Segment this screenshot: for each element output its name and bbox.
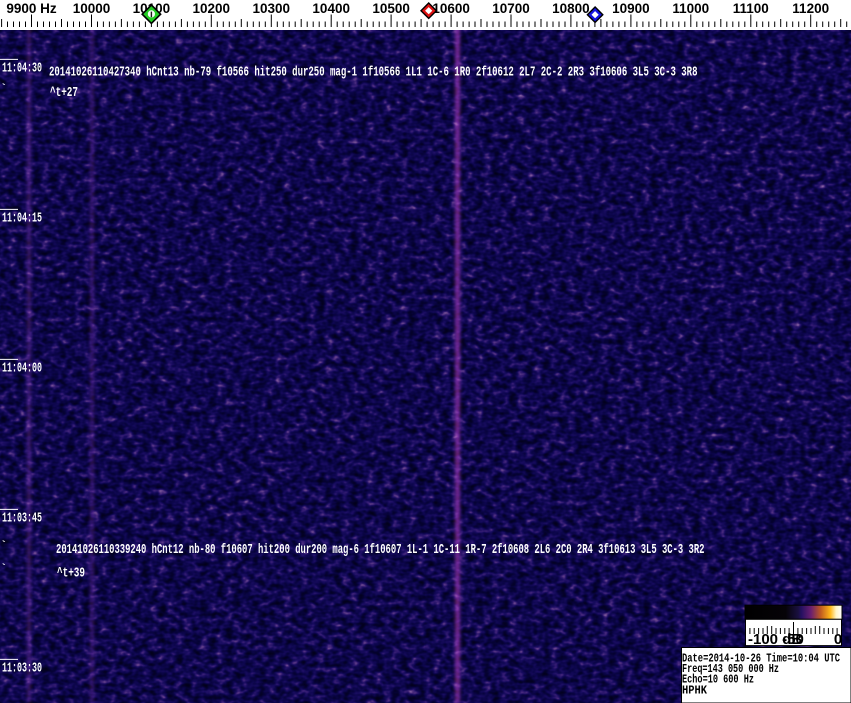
svg-text:HPHK: HPHK <box>682 684 707 697</box>
